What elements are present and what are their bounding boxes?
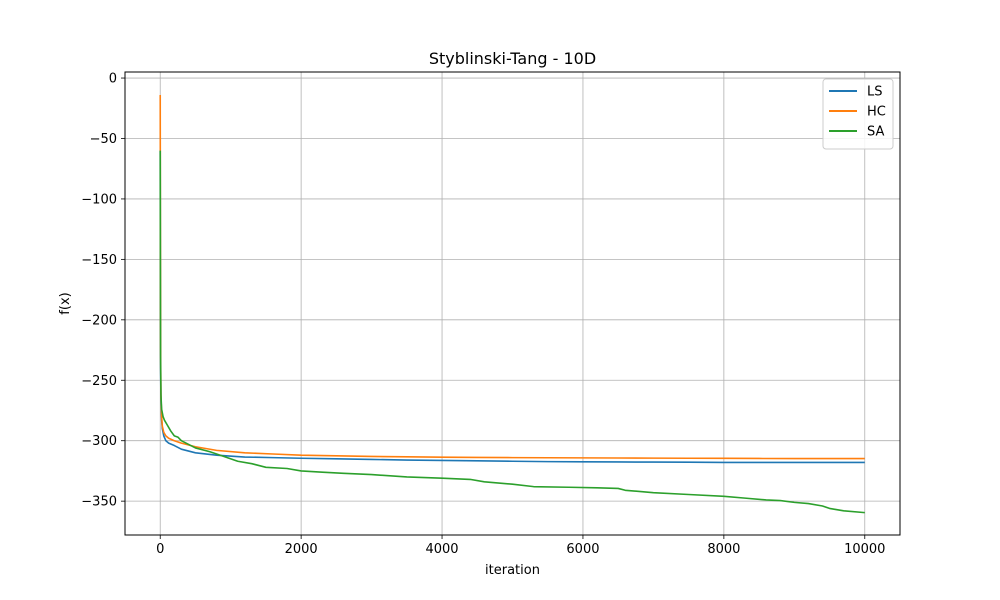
plot-frame: [124, 71, 901, 536]
series-lines: [159, 94, 865, 514]
legend: LS HC SA: [822, 78, 894, 150]
chart-title: Styblinski-Tang - 10D: [429, 49, 596, 68]
x-tick-label: 4000: [425, 542, 458, 557]
x-axis-label: iteration: [485, 563, 540, 578]
series-line-hc: [159, 94, 865, 460]
grid: [125, 72, 900, 535]
y-tick-label: 0: [109, 72, 117, 87]
series-line-sa: [159, 150, 865, 514]
y-tick-label: −50: [90, 132, 117, 147]
x-tick-label: 6000: [566, 542, 599, 557]
y-axis-label: f(x): [58, 292, 73, 314]
legend-label-hc: HC: [867, 105, 886, 120]
y-tick-label: −200: [81, 313, 117, 328]
y-tick-label: −300: [81, 434, 117, 449]
x-tick-label: 2000: [285, 542, 318, 557]
x-tick-label: 8000: [707, 542, 740, 557]
y-tick-label: −150: [81, 253, 117, 268]
y-tick-label: −250: [81, 374, 117, 389]
x-tick-label: 10000: [844, 542, 885, 557]
legend-label-sa: SA: [867, 125, 884, 140]
y-tick-label: −100: [81, 192, 117, 207]
y-tick-label: −350: [81, 495, 117, 510]
legend-label-ls: LS: [867, 85, 883, 100]
axis-ticks: 0 2000 4000 6000 8000 10000 0 −50 −100 −150 −200 −2…: [81, 72, 885, 557]
x-tick-label: 0: [156, 542, 164, 557]
